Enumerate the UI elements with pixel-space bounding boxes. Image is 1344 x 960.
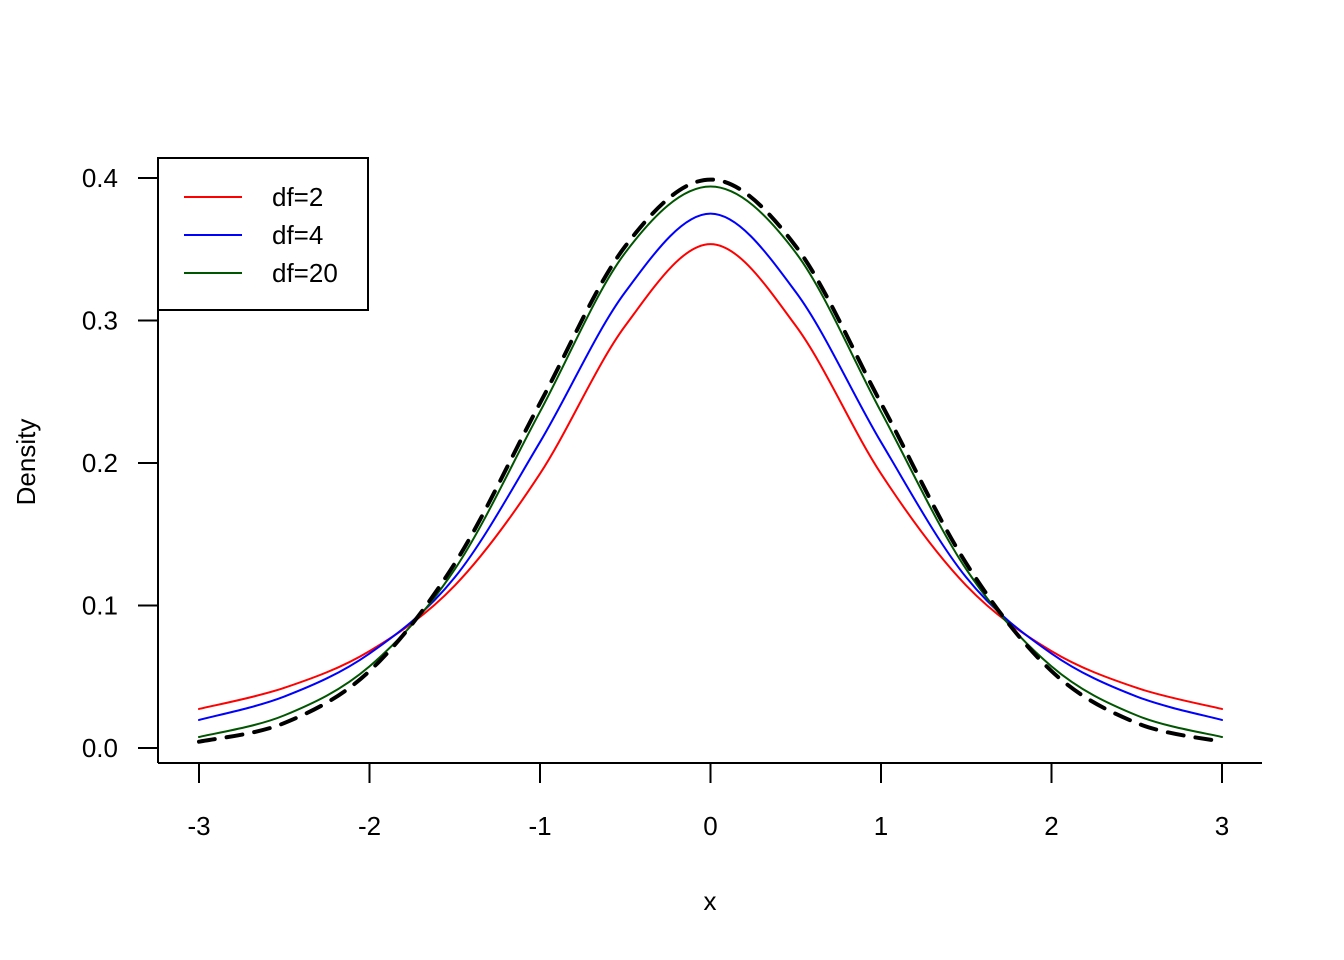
x-tick-label: -1 [528,811,551,841]
series-line-reference [197,177,1224,744]
legend-label: df=20 [272,258,338,288]
x-axis-label: x [704,886,717,916]
legend-label: df=2 [272,182,323,212]
y-axis-label: Density [11,419,41,506]
series-layer [197,177,1224,744]
legend-label: df=4 [272,220,323,250]
x-tick-label: -2 [358,811,381,841]
x-tick-label: 3 [1215,811,1229,841]
x-tick-label: 1 [874,811,888,841]
legend: df=2 df=4 df=20 [157,157,369,311]
y-tick-label: 0.1 [82,591,118,621]
x-tick-label: 0 [703,811,717,841]
x-tick-label: -3 [187,811,210,841]
y-tick-label: 0.0 [82,733,118,763]
y-tick-label: 0.3 [82,306,118,336]
y-tick-label: 0.2 [82,448,118,478]
x-tick-label: 2 [1044,811,1058,841]
series-line-df-4 [198,212,1223,721]
series-line-df-2 [198,243,1223,710]
axes: -3 -2 -1 0 1 2 3 0.0 0.1 0.2 0.3 0.4 [82,158,1262,841]
y-tick-label: 0.4 [82,163,118,193]
